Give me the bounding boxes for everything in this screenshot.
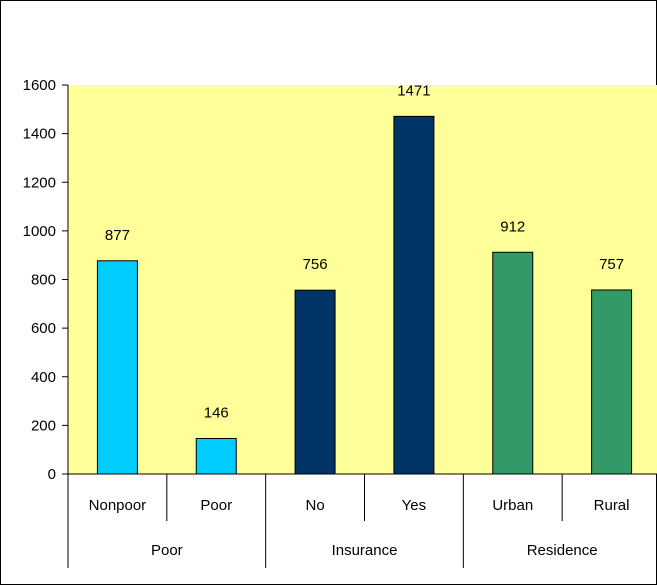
category-label: Yes bbox=[402, 497, 426, 514]
category-label: Urban bbox=[492, 497, 533, 514]
y-tick-label: 1200 bbox=[23, 174, 56, 191]
bar-nonpoor bbox=[97, 261, 137, 474]
y-tick-label: 1400 bbox=[23, 126, 56, 143]
y-tick-label: 200 bbox=[31, 417, 56, 434]
category-label: Rural bbox=[594, 497, 630, 514]
data-label: 146 bbox=[204, 405, 229, 422]
data-label: 756 bbox=[303, 256, 328, 273]
y-tick-label: 800 bbox=[31, 272, 56, 289]
bar-yes bbox=[394, 116, 434, 474]
y-tick-label: 1600 bbox=[23, 77, 56, 94]
bar-no bbox=[295, 290, 335, 474]
group-label: Poor bbox=[151, 542, 183, 559]
data-label: 912 bbox=[500, 218, 525, 235]
plot-area bbox=[68, 85, 657, 474]
y-tick-label: 600 bbox=[31, 320, 56, 337]
data-label: 757 bbox=[599, 256, 624, 273]
bar-rural bbox=[592, 290, 632, 474]
data-label: 1471 bbox=[397, 82, 430, 99]
group-label: Insurance bbox=[332, 542, 398, 559]
bar-poor bbox=[196, 439, 236, 474]
category-label: No bbox=[305, 497, 324, 514]
y-tick-label: 1000 bbox=[23, 223, 56, 240]
category-label: Nonpoor bbox=[89, 497, 147, 514]
bar-urban bbox=[493, 252, 533, 474]
y-tick-label: 400 bbox=[31, 369, 56, 386]
data-label: 877 bbox=[105, 227, 130, 244]
y-tick-label: 0 bbox=[48, 466, 56, 483]
group-label: Residence bbox=[527, 542, 598, 559]
category-label: Poor bbox=[200, 497, 232, 514]
